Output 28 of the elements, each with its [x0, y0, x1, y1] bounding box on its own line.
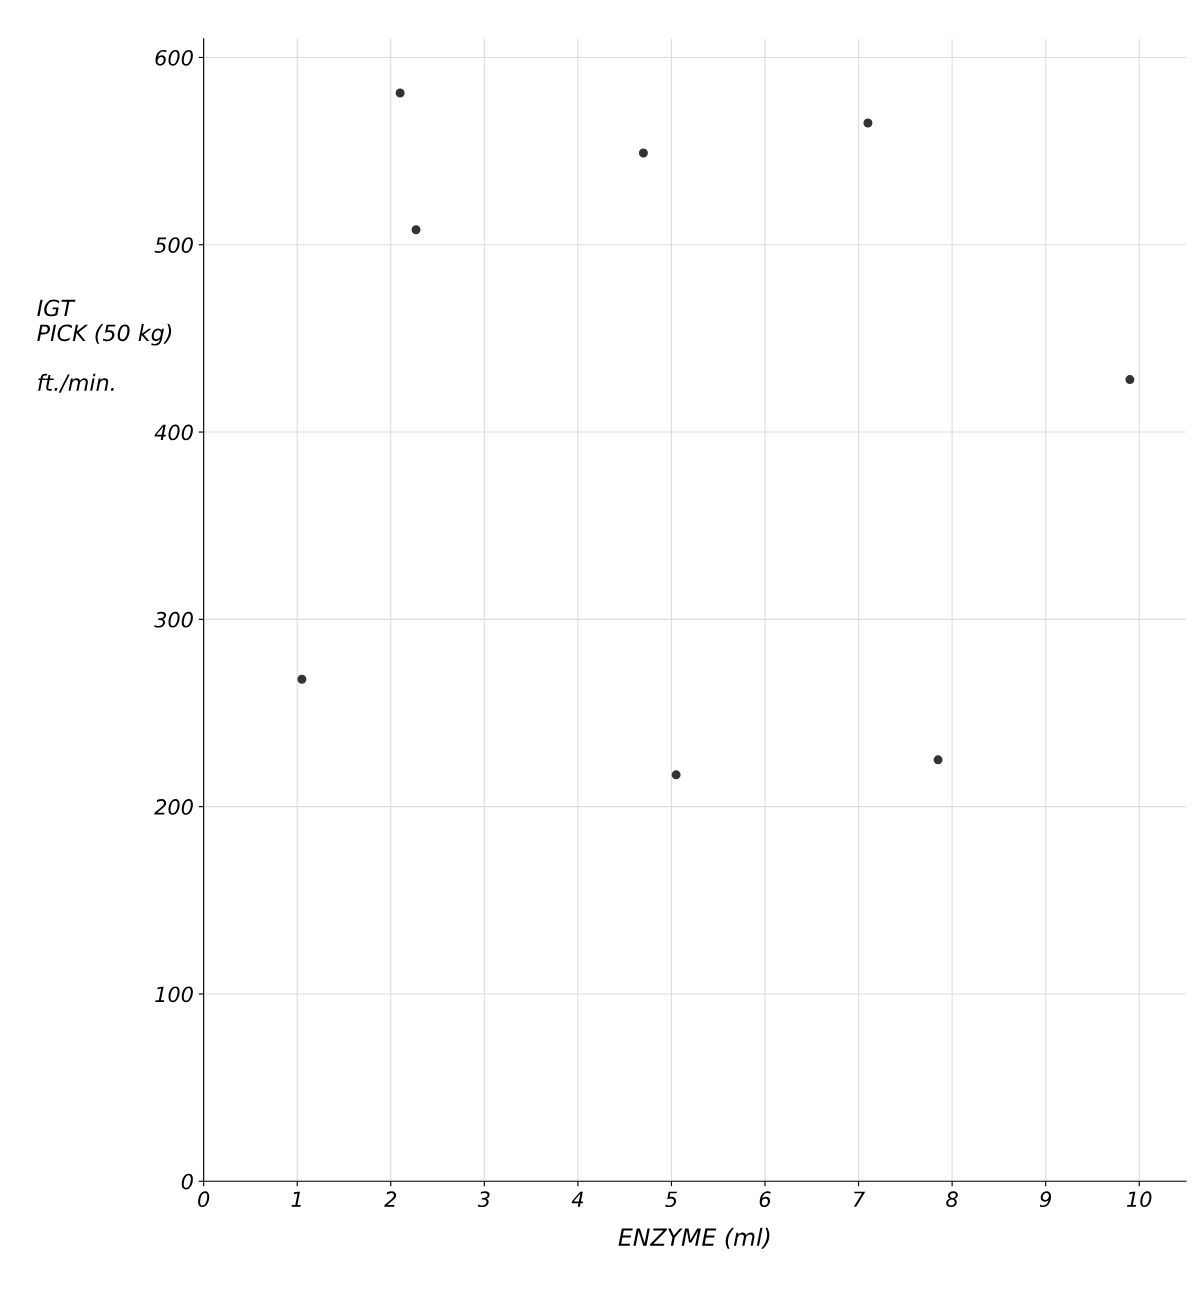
point — [411, 225, 421, 235]
x-tick-label: 8 — [946, 1191, 958, 1208]
y-tick-label: 400 — [154, 424, 193, 441]
point — [933, 755, 943, 765]
x-axis-title: ENZYME (ml) — [618, 1227, 770, 1249]
y-tick-label: 0 — [181, 1173, 193, 1190]
x-tick-label: 4 — [571, 1191, 584, 1207]
point — [297, 674, 307, 684]
x-tick-label: 10 — [1127, 1191, 1152, 1208]
x-tick-label: 5 — [665, 1191, 677, 1208]
point — [671, 770, 681, 780]
point — [863, 118, 873, 128]
x-tick-label: 6 — [759, 1191, 771, 1208]
text: IGT PICK (50 kg) ft./min. — [37, 299, 172, 393]
y-tick-label: 100 — [155, 986, 193, 1003]
point — [1125, 375, 1135, 385]
y-tick-label: 300 — [154, 611, 193, 628]
point — [395, 88, 405, 98]
y-tick-label: 600 — [155, 49, 193, 66]
x-tick-label: 3 — [477, 1191, 490, 1208]
x-tick-label: 1 — [291, 1191, 301, 1207]
x-tick-label: 9 — [1039, 1191, 1052, 1208]
x-tick-label: 7 — [853, 1191, 865, 1207]
x-tick-label: 2 — [384, 1191, 397, 1207]
point — [638, 148, 648, 158]
y-tick-label: 200 — [154, 799, 193, 815]
y-tick-label: 500 — [154, 237, 193, 253]
x-tick-label: 0 — [198, 1191, 210, 1208]
